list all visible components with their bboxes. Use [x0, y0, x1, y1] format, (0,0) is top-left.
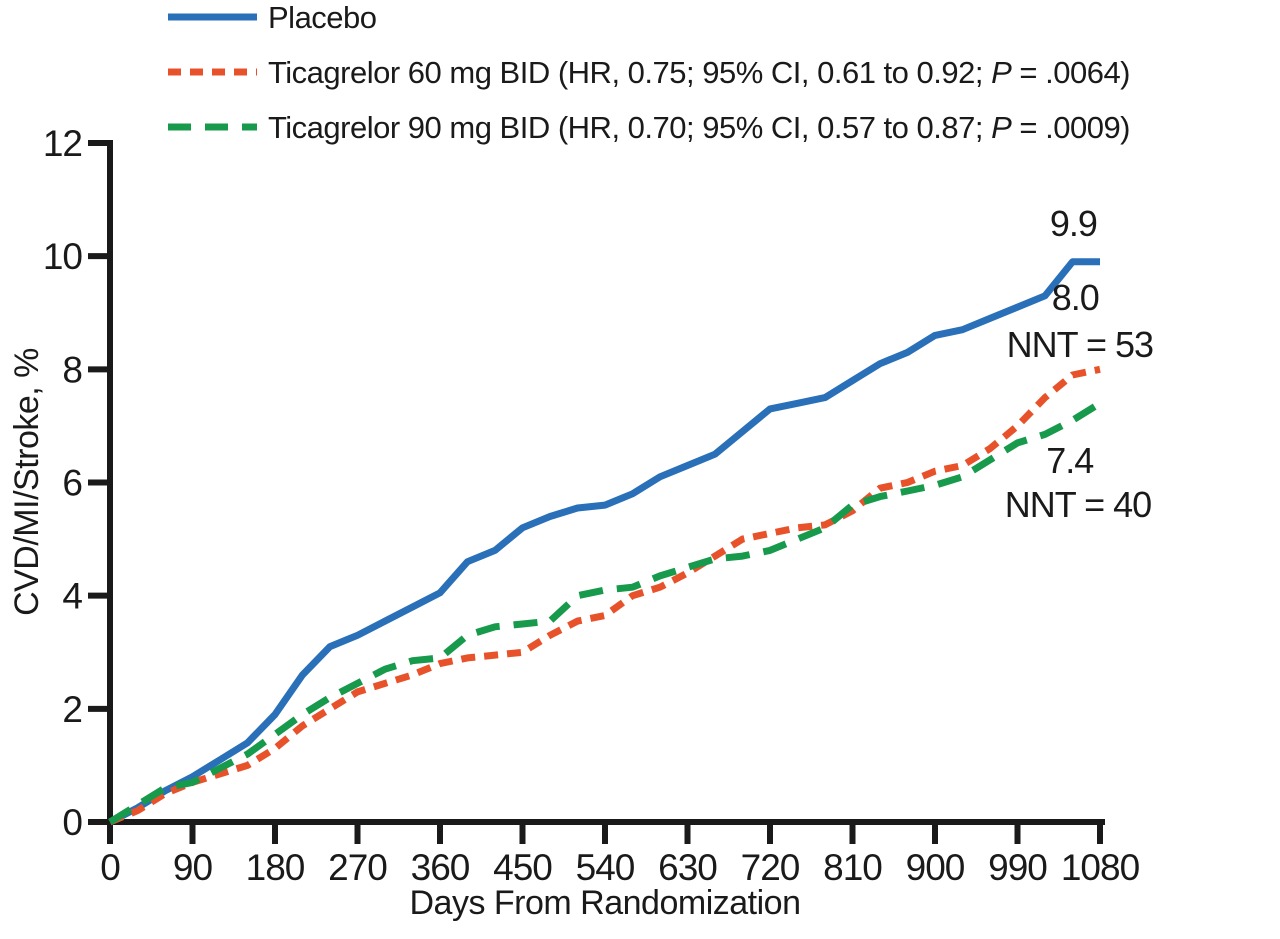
y-tick-label: 10 [43, 236, 83, 277]
legend-item-ticagrelor-90-mg-bid: Ticagrelor 90 mg BID (HR, 0.70; 95% CI, … [168, 110, 1131, 145]
y-tick-label: 6 [62, 463, 82, 504]
curves [108, 258, 1102, 826]
legend-item-ticagrelor-60-mg-bid: Ticagrelor 60 mg BID (HR, 0.75; 95% CI, … [168, 55, 1131, 90]
y-tick-label: 4 [62, 576, 82, 617]
x-tick-label: 1080 [1061, 847, 1140, 888]
y-tick-label: 0 [62, 802, 82, 843]
annotation-7.4: 7.4 [1046, 440, 1093, 481]
legend-label: Ticagrelor 90 mg BID (HR, 0.70; 95% CI, … [268, 110, 1130, 145]
x-tick-label: 90 [173, 847, 213, 888]
annotation-nnt-40: NNT = 40 [1005, 484, 1151, 525]
y-axis-title: CVD/MI/Stroke, % [8, 348, 46, 616]
x-tick-label: 450 [493, 847, 552, 888]
x-tick-label: 180 [246, 847, 305, 888]
x-tick-label: 0 [100, 847, 120, 888]
annotation-nnt-53: NNT = 53 [1007, 324, 1153, 365]
legend-item-placebo: Placebo [168, 0, 377, 35]
x-tick-label: 990 [988, 847, 1047, 888]
x-tick-label: 810 [823, 847, 882, 888]
y-tick-label: 12 [43, 123, 82, 164]
legend: Placebo Ticagrelor 60 mg BID (HR, 0.75; 9… [168, 0, 1131, 145]
legend-label: Placebo [268, 0, 377, 35]
legend-label: Ticagrelor 60 mg BID (HR, 0.75; 95% CI, … [268, 55, 1130, 90]
axes: 0 90 180 270 360 450 540 630 720 810 900 990 1080024… [43, 123, 1141, 888]
y-tick-label: 8 [62, 349, 82, 390]
x-tick-label: 270 [328, 847, 387, 888]
x-tick-label: 360 [411, 847, 470, 888]
annotation-9.9: 9.9 [1050, 203, 1097, 244]
annotation-8.0: 8.0 [1052, 277, 1099, 318]
x-axis-title: Days From Randomization [410, 884, 801, 922]
x-tick-label: 540 [576, 847, 635, 888]
ticagrelor-60-mg-bid-curve [108, 365, 1101, 826]
x-tick-label: 900 [906, 847, 965, 888]
x-tick-label: 720 [741, 847, 800, 888]
y-tick-label: 2 [62, 689, 82, 730]
x-tick-label: 630 [658, 847, 717, 888]
placebo-curve [108, 258, 1100, 826]
